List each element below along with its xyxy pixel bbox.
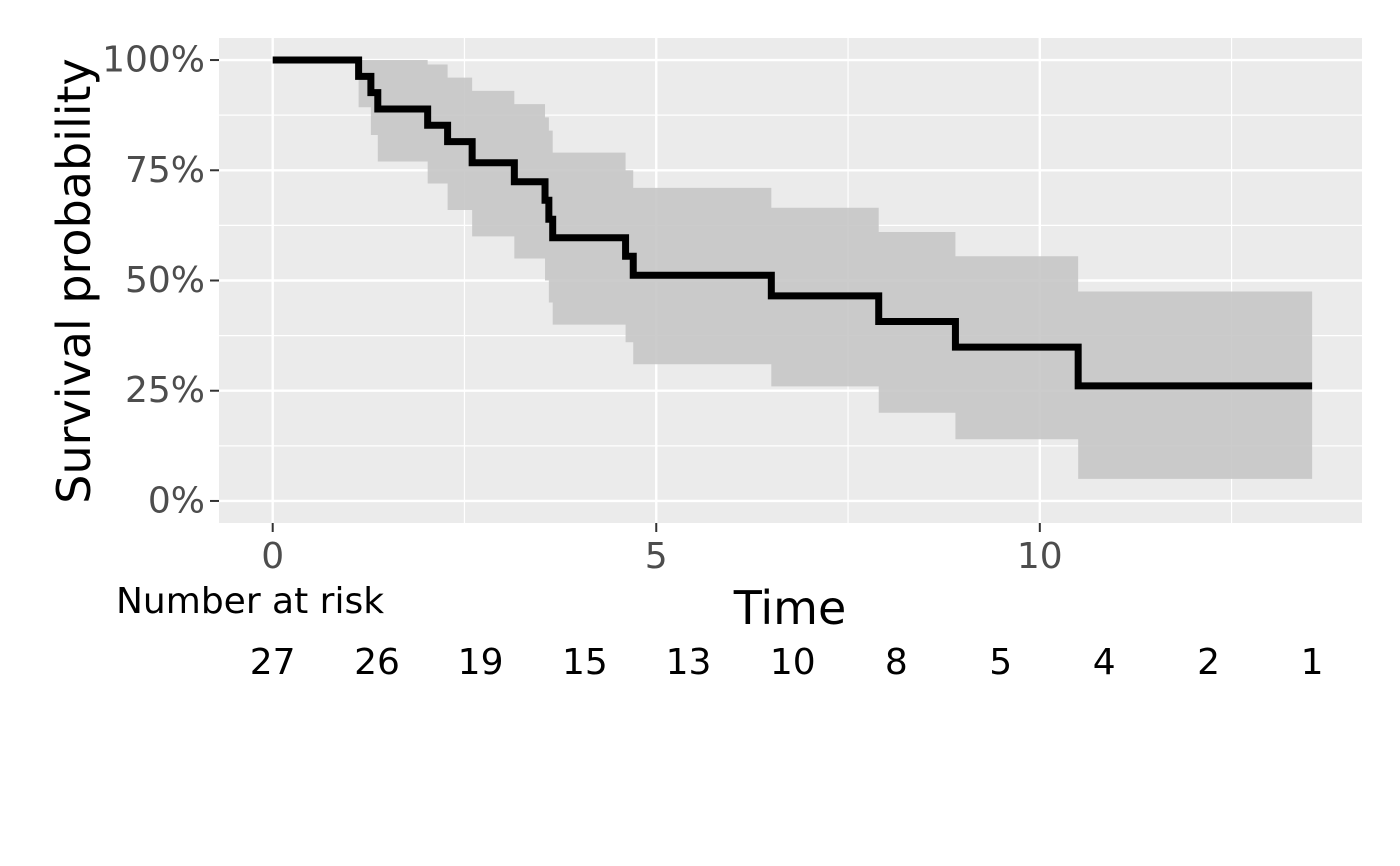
risk-count: 8 — [885, 642, 908, 683]
x-axis-title: Time — [733, 581, 847, 635]
risk-count: 27 — [250, 642, 296, 683]
x-axis-ticks: 0 5 10 — [261, 523, 1063, 577]
survival-curve — [272, 56, 1313, 390]
confidence-band — [272, 60, 1313, 479]
y-tick-label: 100% — [102, 40, 205, 81]
risk-table-title: Number at risk — [116, 581, 384, 622]
risk-count: 1 — [1301, 642, 1324, 683]
risk-count: 2 — [1197, 642, 1220, 683]
risk-table: 27 26 19 15 13 10 8 5 4 2 1 — [250, 642, 1324, 683]
risk-count: 26 — [354, 642, 400, 683]
y-axis-title: Survival probability — [47, 58, 101, 504]
y-tick-label: 25% — [125, 370, 205, 411]
y-tick-label: 0% — [148, 480, 205, 521]
risk-count: 19 — [458, 642, 504, 683]
x-tick-label: 0 — [261, 536, 284, 577]
risk-count: 15 — [562, 642, 608, 683]
x-tick-label: 5 — [645, 536, 668, 577]
risk-count: 5 — [989, 642, 1012, 683]
risk-count: 4 — [1093, 642, 1116, 683]
x-tick-label: 10 — [1017, 536, 1063, 577]
risk-count: 10 — [770, 642, 816, 683]
risk-count: 13 — [666, 642, 712, 683]
y-axis-ticks: 0% 25% 50% 75% 100% — [102, 40, 219, 521]
y-tick-label: 75% — [125, 150, 205, 191]
y-tick-label: 50% — [125, 260, 205, 301]
